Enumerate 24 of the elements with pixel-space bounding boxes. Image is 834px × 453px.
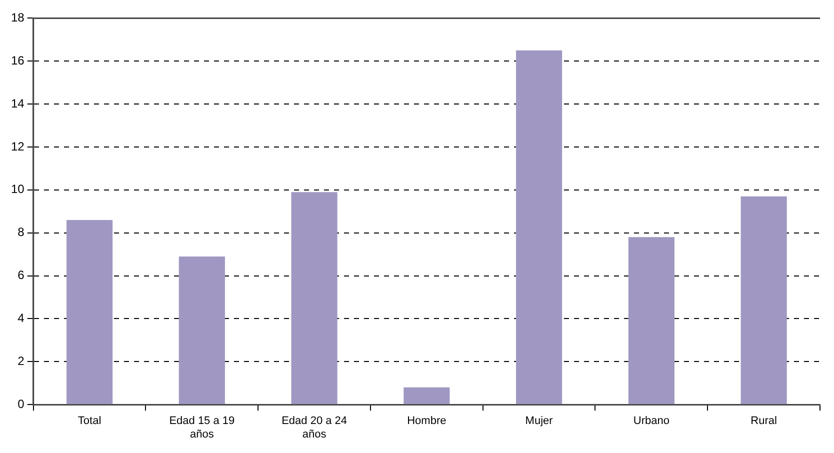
x-tick-label: Mujer: [525, 415, 554, 428]
y-tick-label: 18: [10, 10, 25, 25]
y-tick-label: 10: [10, 182, 25, 196]
y-tick-label: 2: [18, 354, 25, 368]
y-tick-label: 4: [18, 311, 25, 326]
y-tick-label: 12: [10, 139, 25, 154]
bar: [404, 387, 450, 404]
x-tick-label: Urbano: [633, 415, 670, 428]
bar: [178, 256, 225, 404]
x-tick-label: Rural: [750, 415, 777, 428]
bar: [628, 237, 674, 404]
x-tick-label: Edad 20 a 24 años: [282, 415, 348, 440]
bar: [740, 196, 787, 404]
bar: [516, 50, 562, 404]
x-tick-label: Edad 15 a 19 años: [169, 415, 235, 440]
y-tick-label: 14: [10, 96, 25, 110]
bar: [66, 220, 113, 404]
x-tick-label: Total: [78, 415, 102, 428]
x-tick-label: Hombre: [407, 415, 446, 428]
bar: [291, 192, 338, 404]
y-tick-label: 8: [18, 225, 25, 240]
y-tick-label: 6: [18, 268, 25, 282]
y-tick-label: 0: [18, 396, 25, 411]
y-tick-label: 16: [10, 53, 25, 68]
